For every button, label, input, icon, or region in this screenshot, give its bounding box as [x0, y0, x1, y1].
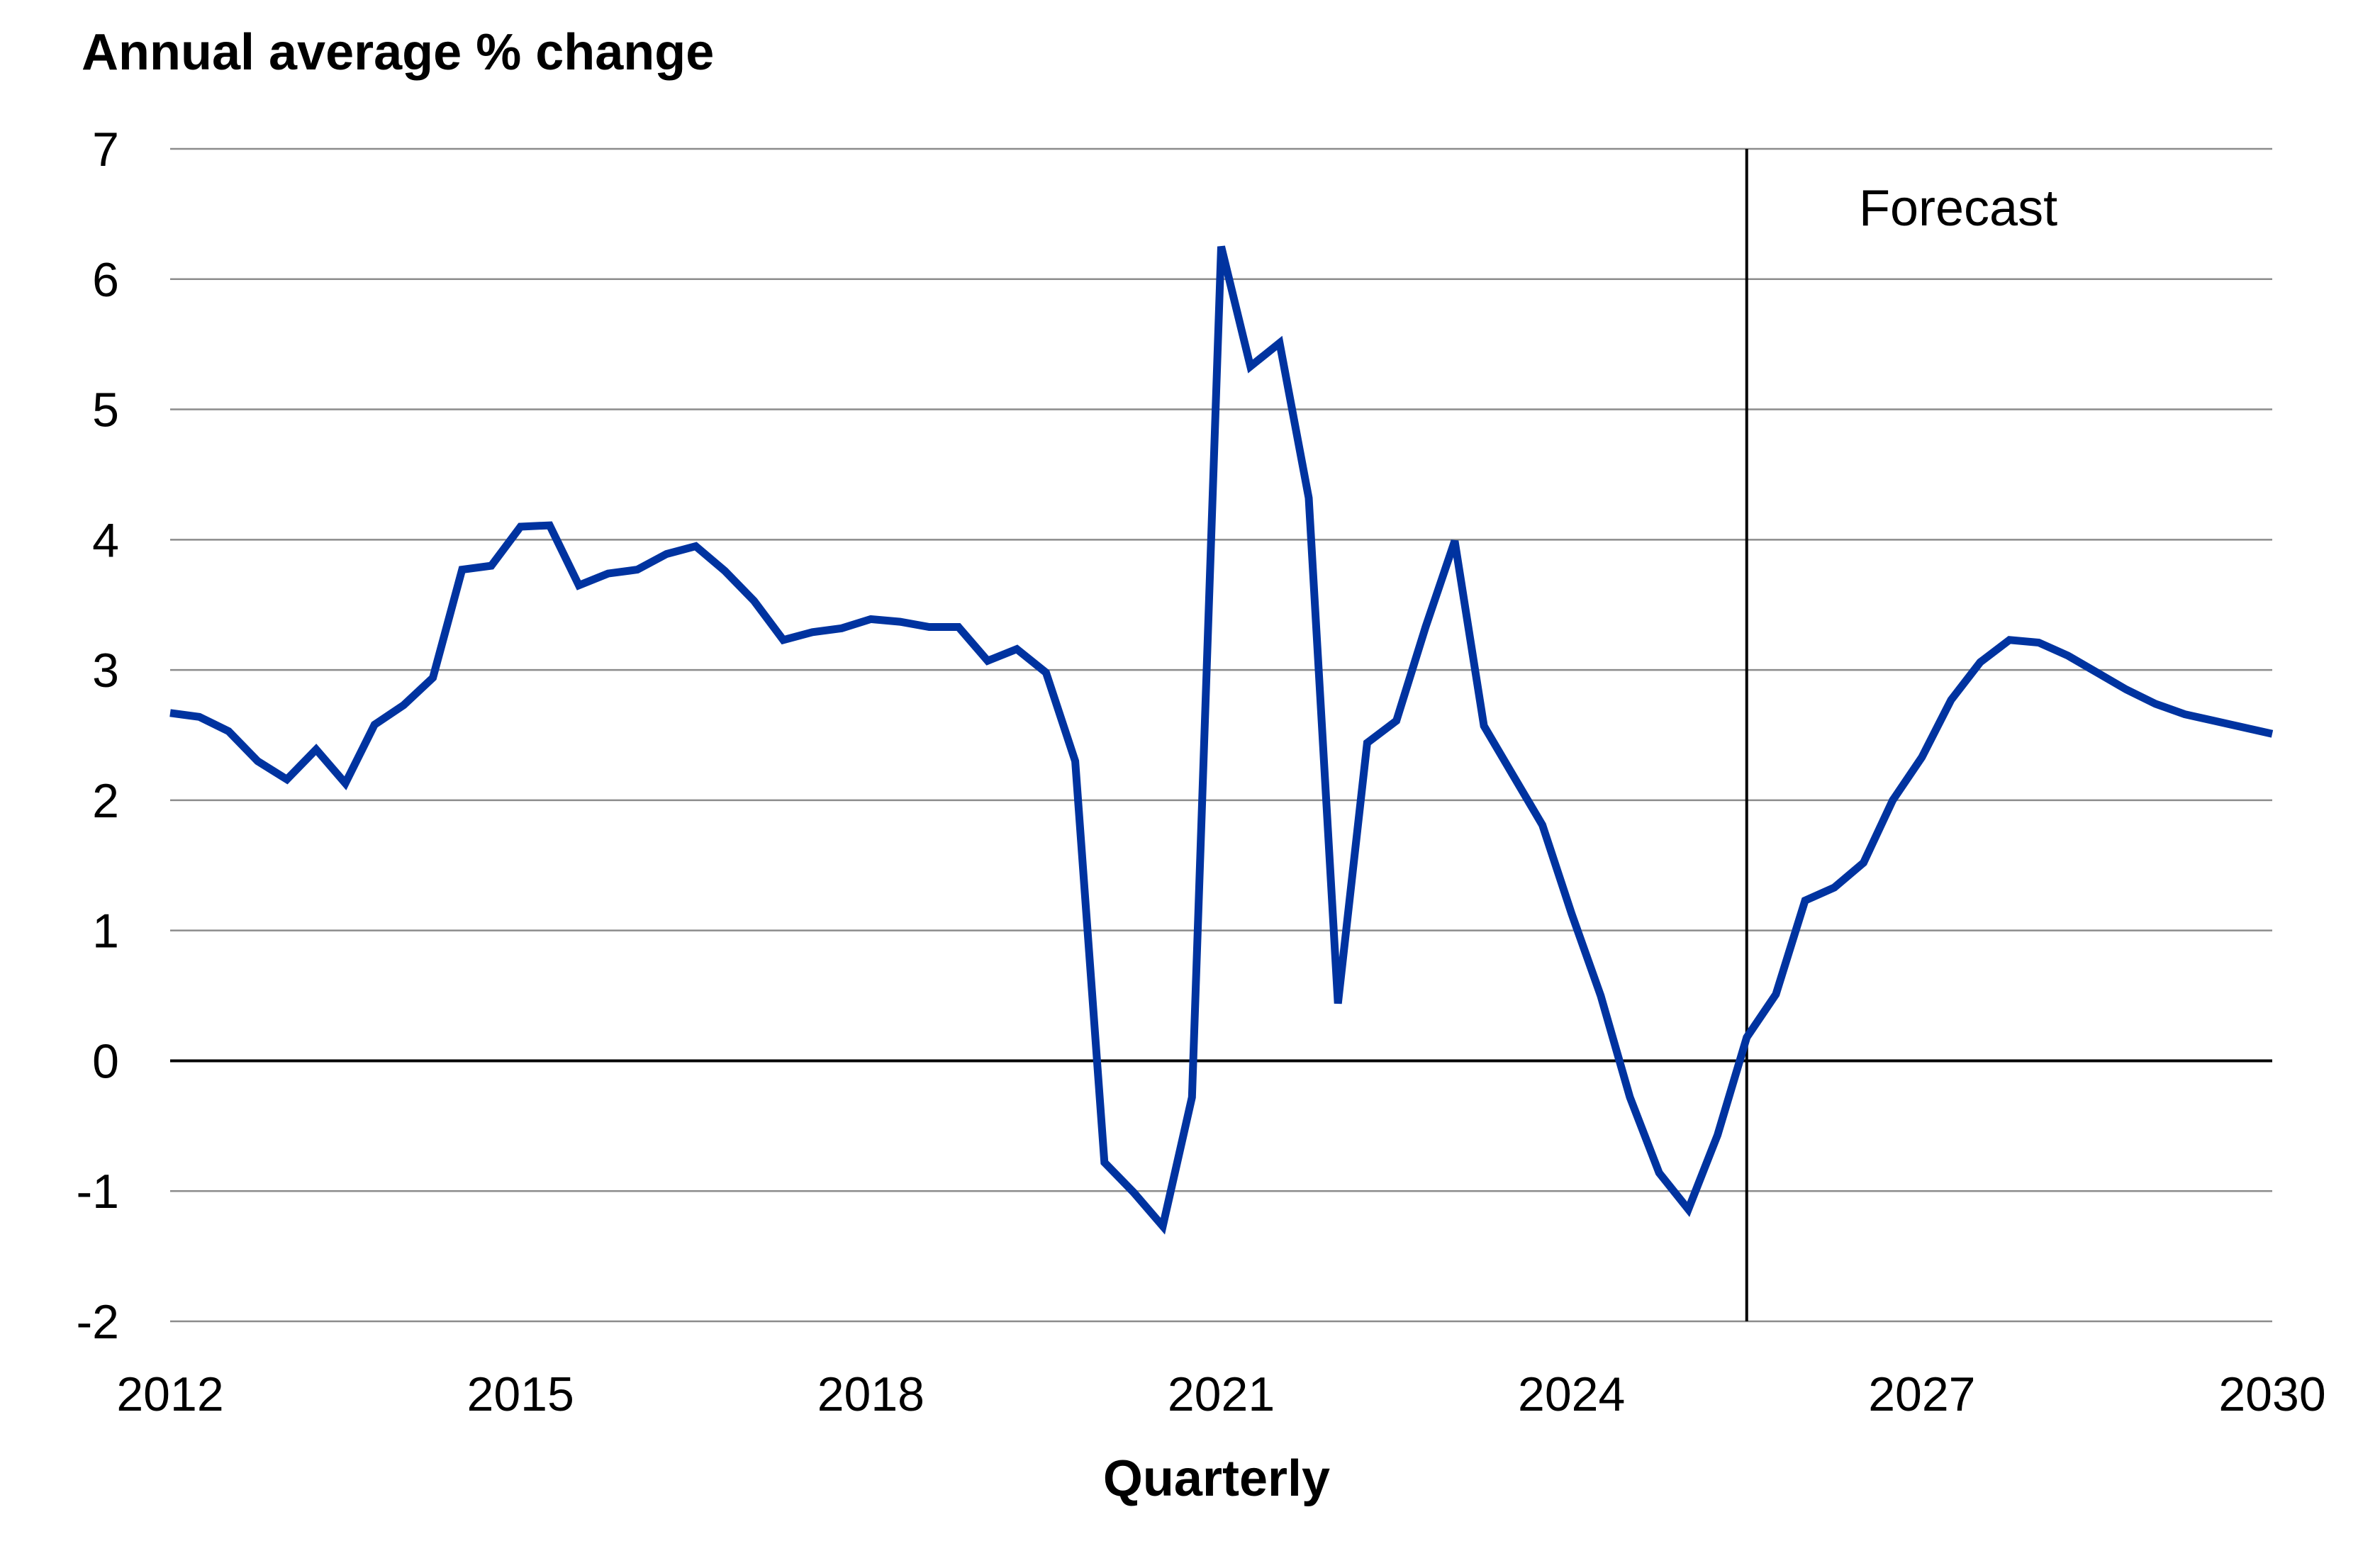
y-tick-label: 6 [92, 253, 119, 307]
x-axis-title: Quarterly [1103, 1450, 1330, 1507]
y-axis-title: Annual average % change [82, 24, 714, 81]
x-tick-label: 2015 [467, 1367, 574, 1421]
x-tick-label: 2012 [116, 1367, 223, 1421]
x-tick-label: 2018 [817, 1367, 924, 1421]
y-tick-label: 1 [92, 905, 119, 958]
x-tick-label: 2021 [1168, 1367, 1275, 1421]
y-tick-label: 3 [92, 644, 119, 698]
y-axis-ticks: 7 6 5 4 3 2 1 0 -1 -2 [77, 123, 119, 1349]
forecast-annotation: Forecast [1859, 180, 2057, 237]
y-tick-label: -1 [77, 1165, 119, 1219]
y-tick-label: 2 [92, 774, 119, 828]
series-line [169, 245, 2274, 1235]
x-axis-ticks: 2012 2015 2018 2021 2024 2027 2030 [116, 1367, 2325, 1421]
y-tick-label: 7 [92, 123, 119, 177]
y-tick-label: 0 [92, 1034, 119, 1088]
x-tick-label: 2024 [1518, 1367, 1625, 1421]
x-tick-label: 2030 [2218, 1367, 2325, 1421]
y-tick-label: -2 [77, 1295, 119, 1349]
x-tick-label: 2027 [1868, 1367, 1975, 1421]
y-tick-label: 4 [92, 513, 119, 567]
gridlines [170, 147, 2272, 1323]
y-tick-label: 5 [92, 383, 119, 437]
